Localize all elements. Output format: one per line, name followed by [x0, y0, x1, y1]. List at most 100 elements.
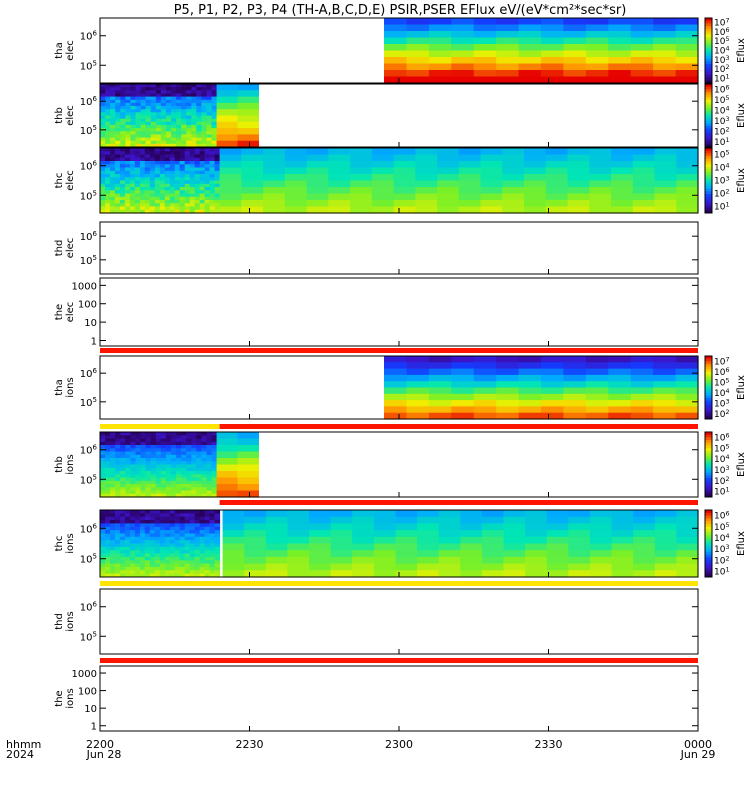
spectrogram-cell — [105, 490, 111, 495]
y-tick-label: 106 — [80, 367, 98, 380]
spectrogram-cell — [545, 167, 569, 175]
spectrogram-cell — [149, 550, 156, 555]
spectrogram-cell — [160, 484, 167, 488]
spectrogram-cell — [100, 102, 106, 107]
spectrogram-cell — [654, 187, 677, 195]
spectrogram-cell — [165, 143, 172, 148]
spectrogram-cell — [155, 140, 162, 145]
spectrogram-cell — [189, 510, 196, 514]
spectrogram-cell — [119, 180, 126, 185]
spectrogram-cell — [124, 570, 131, 575]
colorbar-step — [705, 392, 712, 396]
spectrogram-cell — [134, 154, 141, 159]
spectrogram-cell — [214, 533, 221, 538]
spectrogram-cell — [124, 154, 131, 159]
spectrogram-cell — [184, 187, 191, 191]
spectrogram-cell — [211, 115, 218, 120]
colorbar-step — [705, 366, 712, 370]
status-bar — [100, 424, 698, 429]
spectrogram-cell — [214, 560, 221, 565]
spectrogram-cell — [460, 536, 483, 545]
status-bar-segment — [100, 658, 698, 663]
spectrogram-cell — [105, 550, 111, 555]
spectrogram-cell — [201, 438, 207, 443]
spectrogram-cell — [330, 536, 353, 545]
spectrogram-cell — [100, 167, 106, 172]
spectrogram-cell — [100, 143, 106, 148]
spectrogram-cell — [139, 177, 146, 182]
spectrogram-cell — [130, 118, 136, 123]
colorbar-step — [705, 72, 712, 76]
spectrogram-cell — [518, 400, 542, 407]
spectrogram-cell — [174, 190, 181, 195]
spectrogram-cell — [415, 174, 438, 182]
spectrogram-cell — [186, 454, 192, 459]
spectrogram-cell — [130, 87, 136, 91]
spectrogram-cell — [211, 441, 218, 446]
spectrogram-cell — [100, 493, 106, 498]
y-tick-label: 10 — [84, 704, 97, 715]
spectrogram-cell — [199, 193, 206, 198]
spectrogram-cell — [105, 177, 111, 182]
spectrogram-cell — [209, 540, 216, 544]
spectrogram-cell — [169, 556, 176, 561]
panel-probe-label: thb — [54, 107, 65, 124]
spectrogram-cell — [189, 190, 196, 195]
spectrogram-cell — [209, 516, 216, 521]
spectrogram-cell — [496, 362, 520, 370]
spectrogram-cell — [140, 84, 147, 88]
spectrogram-cell — [219, 206, 242, 214]
colorbar-step — [705, 483, 712, 487]
spectrogram-cell — [149, 167, 156, 172]
colorbar-frame — [704, 431, 713, 498]
spectrogram-cell — [115, 493, 121, 498]
spectrogram-cell — [119, 148, 126, 152]
spectrogram-cell — [174, 510, 181, 514]
spectrogram-cell — [165, 93, 172, 98]
spectrogram-cell — [150, 464, 157, 469]
spectrogram-cell — [589, 200, 612, 208]
spectrogram-cell — [171, 438, 177, 443]
spectrogram-cell — [130, 102, 136, 107]
spectrogram-cell — [115, 441, 121, 446]
spectrogram-cell — [119, 200, 126, 204]
spectrogram-cell — [120, 458, 126, 462]
spectrogram-cell — [181, 90, 187, 94]
spectrogram-cell — [675, 63, 699, 71]
spectrogram-cell — [196, 112, 202, 116]
spectrogram-cell — [473, 76, 497, 84]
spectrogram-cell — [150, 128, 157, 132]
spectrogram-cell — [176, 112, 182, 116]
spectrogram-cell — [144, 510, 151, 514]
spectrogram-cell — [164, 174, 171, 178]
spectrogram-cell — [222, 536, 245, 545]
spectrogram-cell — [159, 510, 166, 514]
spectrogram-cell — [568, 516, 591, 524]
spectrogram-cell — [124, 203, 131, 208]
spectrogram-cell — [503, 543, 526, 551]
spectrogram-cell — [630, 44, 654, 52]
spectrogram-cell — [371, 167, 395, 175]
spectrogram-cell — [179, 513, 186, 518]
spectrogram-cell — [160, 134, 167, 138]
spectrogram-cell — [204, 516, 211, 521]
colorbar-step — [705, 177, 712, 181]
spectrogram-cell — [211, 93, 218, 98]
spectrogram-cell — [611, 523, 634, 531]
spectrogram-cell — [194, 164, 201, 169]
spectrogram-cell — [265, 563, 288, 571]
spectrogram-cell — [184, 154, 191, 159]
spectrogram-cell — [124, 530, 131, 534]
spectrogram-cell — [219, 167, 242, 175]
spectrogram-cell — [164, 161, 171, 165]
spectrogram-cell — [545, 174, 569, 182]
spectrogram-cell — [608, 57, 632, 65]
spectrogram-cell — [174, 536, 181, 541]
spectrogram-cell — [110, 106, 116, 110]
spectrogram-cell — [149, 206, 156, 211]
spectrogram-cell — [100, 90, 106, 94]
spectrogram-cell — [222, 543, 245, 551]
spectrogram-cell — [384, 37, 407, 45]
